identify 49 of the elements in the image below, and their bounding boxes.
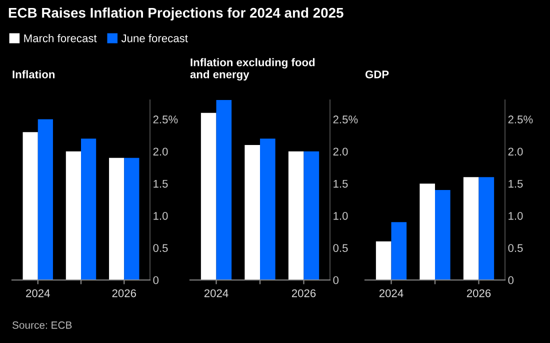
bar [376,241,392,280]
y-tick-label: 0 [508,276,514,284]
bar [200,112,216,280]
y-tick-label: 0 [153,276,159,284]
y-tick-label: 2.5% [333,116,358,124]
chart-title: Inflation [12,70,55,78]
bar [420,184,435,280]
chart-title: GDP [365,70,389,78]
bar [391,222,407,280]
y-tick-label: 2.5% [508,116,533,124]
y-tick-label: 1.0 [334,212,348,220]
bar [260,138,276,280]
y-tick-label: 2.0 [153,148,168,156]
legend-label: June forecast [121,34,188,42]
chart-title: Inflation excluding food and energy [190,58,315,81]
bar [435,190,450,280]
bar [478,177,494,280]
y-tick-label: 0 [333,276,339,284]
bar [66,151,81,280]
bar [81,138,96,280]
text: ECB Raises Inflation Projections for 2024 and 2025 [8,8,344,20]
bar [463,177,479,280]
y-tick-label: 1.0 [154,212,168,220]
x-tick-label: 2026 [466,289,491,298]
bar [124,158,140,280]
legend-label: March forecast [24,34,97,42]
y-tick-label: 2.0 [508,148,523,156]
y-tick-label: 2.5% [153,116,178,124]
y-tick-label: 2.0 [333,148,348,156]
y-tick-label: 0.5 [333,244,348,252]
y-tick-label: 1.0 [508,212,523,220]
y-tick-label: 1.5 [334,180,348,188]
x-tick-label: 2024 [379,289,404,298]
bar [109,158,124,280]
bar [244,145,260,280]
y-tick-label: 1.5 [154,180,168,188]
y-tick-label: 1.5 [508,180,523,188]
y-tick-label: 0.5 [153,244,168,252]
x-tick-label: 2024 [204,289,228,298]
bar [22,132,38,280]
bar [288,151,304,280]
x-tick-label: 2024 [26,289,50,298]
bar [38,119,53,280]
x-tick-label: 2026 [292,289,316,298]
bar [304,151,320,280]
x-tick-label: 2026 [112,289,136,298]
bar [216,100,232,280]
source-note: Source: ECB [12,321,72,329]
y-tick-label: 0.5 [508,244,523,252]
